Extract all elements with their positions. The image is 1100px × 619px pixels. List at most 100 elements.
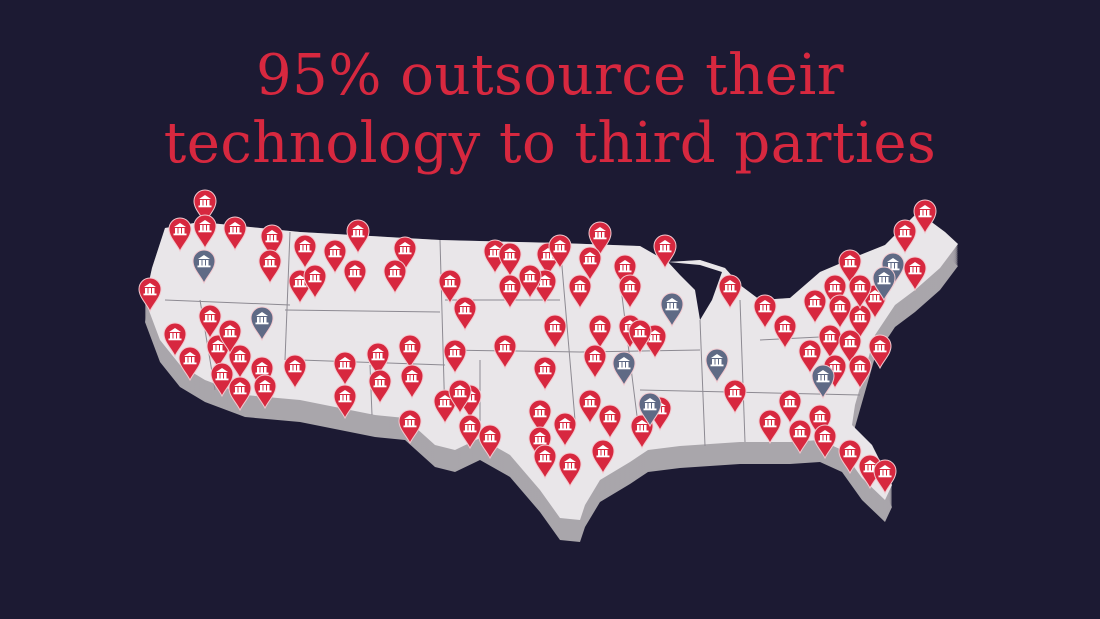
bank-column xyxy=(763,305,766,311)
pin-outsourced xyxy=(653,234,677,270)
bank-column xyxy=(543,253,546,259)
bank-base xyxy=(593,237,607,240)
bank-column xyxy=(503,345,506,351)
pin-outsourced xyxy=(400,364,424,400)
bank-column xyxy=(886,277,889,283)
bank-roof xyxy=(574,280,586,284)
bank-column xyxy=(815,415,818,421)
bank-base xyxy=(503,290,517,293)
bank-roof xyxy=(484,430,496,434)
bank-column xyxy=(220,345,223,351)
bank-column xyxy=(540,455,543,461)
bank-roof xyxy=(724,280,736,284)
headline-line-2: technology to third parties xyxy=(163,111,937,176)
bank-roof xyxy=(874,340,886,344)
bank-base xyxy=(258,390,272,393)
bank-icon xyxy=(371,348,385,361)
bank-roof xyxy=(389,265,401,269)
bank-column xyxy=(605,450,608,456)
bank-icon xyxy=(398,242,412,255)
bank-base xyxy=(388,275,402,278)
bank-column xyxy=(268,260,271,266)
bank-base xyxy=(211,350,225,353)
bank-icon xyxy=(448,345,462,358)
bank-column xyxy=(468,425,471,431)
bank-roof xyxy=(439,395,451,399)
bank-column xyxy=(593,355,596,361)
bank-column xyxy=(182,228,185,234)
bank-column xyxy=(837,285,840,291)
bank-column xyxy=(879,277,882,283)
pin-outsourced xyxy=(528,399,552,435)
bank-base xyxy=(918,215,932,218)
bank-roof xyxy=(266,230,278,234)
bank-column xyxy=(878,345,881,351)
bank-icon xyxy=(728,385,742,398)
bank-icon xyxy=(633,325,647,338)
pin-outsourced xyxy=(893,219,917,255)
bank-base xyxy=(593,330,607,333)
bank-column xyxy=(730,390,733,396)
bank-column xyxy=(220,373,223,379)
bank-base xyxy=(853,320,867,323)
pin-outsourced xyxy=(346,219,370,255)
bank-base xyxy=(198,230,212,233)
pin-in-house xyxy=(638,392,662,428)
bank-column xyxy=(737,390,740,396)
bank-column xyxy=(855,365,858,371)
bank-icon xyxy=(808,295,822,308)
bank-column xyxy=(662,407,665,413)
bank-column xyxy=(233,227,236,233)
bank-column xyxy=(598,325,601,331)
bank-column xyxy=(200,225,203,231)
bank-roof xyxy=(649,330,661,334)
bank-roof xyxy=(404,415,416,419)
bank-column xyxy=(540,367,543,373)
pin-outsourced xyxy=(568,274,592,310)
pin-outsourced xyxy=(588,314,612,350)
bank-roof xyxy=(844,445,856,449)
bank-column xyxy=(213,345,216,351)
bank-column xyxy=(825,375,828,381)
bank-base xyxy=(405,380,419,383)
bank-column xyxy=(264,367,267,373)
bank-roof xyxy=(666,298,678,302)
bank-icon xyxy=(588,350,602,363)
bank-icon xyxy=(488,245,502,258)
bank-column xyxy=(302,280,305,286)
bank-roof xyxy=(504,280,516,284)
pin-outsourced xyxy=(198,304,222,340)
state-border xyxy=(699,319,706,447)
pin-outsourced xyxy=(723,379,747,415)
bank-column xyxy=(598,232,601,238)
bank-column xyxy=(467,307,470,313)
bank-roof xyxy=(534,405,546,409)
pin-outsourced xyxy=(223,216,247,252)
bank-icon xyxy=(573,280,587,293)
bank-roof xyxy=(256,362,268,366)
bank-base xyxy=(503,258,517,261)
bank-column xyxy=(257,317,260,323)
bank-column xyxy=(870,295,873,301)
bank-icon xyxy=(918,205,932,218)
bank-base xyxy=(398,252,412,255)
bank-base xyxy=(603,420,617,423)
bank-column xyxy=(270,235,273,241)
bank-base xyxy=(463,430,477,433)
bank-column xyxy=(178,228,181,234)
bank-roof xyxy=(489,245,501,249)
bank-icon xyxy=(373,375,387,388)
bank-base xyxy=(583,405,597,408)
bank-icon xyxy=(833,300,847,313)
bank-icon xyxy=(843,335,857,348)
bank-column xyxy=(145,288,148,294)
bank-base xyxy=(665,308,679,311)
bank-roof xyxy=(199,220,211,224)
bank-base xyxy=(348,275,362,278)
bank-roof xyxy=(659,240,671,244)
bank-column xyxy=(462,390,465,396)
bank-roof xyxy=(204,310,216,314)
bank-column xyxy=(290,365,293,371)
bank-base xyxy=(483,440,497,443)
bank-roof xyxy=(234,382,246,386)
